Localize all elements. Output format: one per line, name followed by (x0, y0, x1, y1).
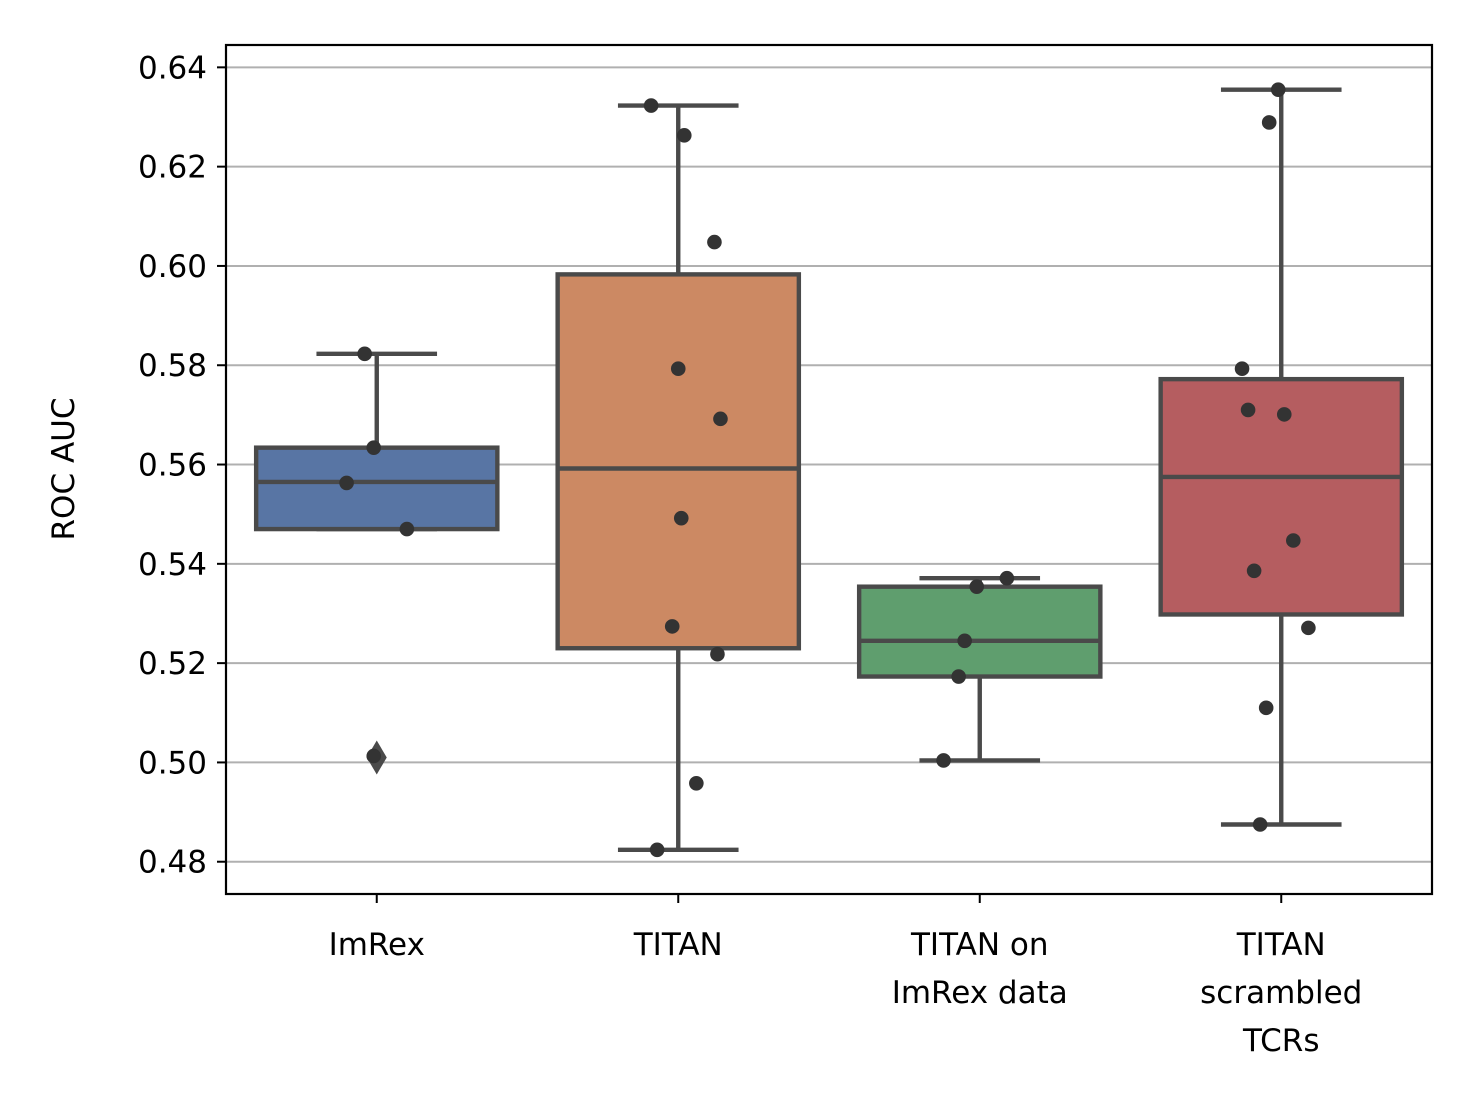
data-point (1276, 407, 1292, 422)
iqr-box (253, 445, 500, 532)
data-point (643, 98, 659, 113)
axis-ticks: 0.48 0.50 0.52 0.54 0.56 0.58 0.60 0.62 0.64 ImRe… (138, 50, 1362, 1059)
y-axis-label: ROC AUC (46, 398, 82, 541)
data-point (1252, 817, 1268, 832)
data-point (366, 440, 382, 455)
data-point (1301, 620, 1316, 636)
data-point (357, 346, 372, 362)
data-point (1261, 115, 1277, 130)
data-point (664, 619, 680, 634)
data-point (366, 748, 382, 764)
iqr-box (555, 272, 802, 651)
data-point (951, 669, 966, 684)
data-point (1270, 82, 1286, 97)
x-tick-label: ImRex data (892, 975, 1068, 1011)
data-point (1258, 700, 1274, 716)
data-point (707, 234, 722, 250)
data-point (710, 646, 725, 662)
data-point (670, 361, 686, 377)
x-tick-label: TITAN (633, 927, 723, 963)
data-point (689, 775, 704, 791)
x-tick-label: TITAN on (910, 927, 1048, 963)
x-tick-label: ImRex (329, 927, 425, 963)
data-point (399, 521, 415, 537)
data-point (969, 579, 985, 594)
x-tick-label: TCRs (1242, 1023, 1319, 1059)
data-point (1240, 402, 1256, 418)
data-point (673, 510, 689, 526)
y-tick-label: 0.52 (138, 646, 207, 682)
data-point (649, 842, 665, 858)
y-tick-label: 0.48 (138, 845, 207, 881)
y-tick-label: 0.60 (138, 249, 207, 285)
data-point (1234, 361, 1250, 377)
data-point (676, 128, 692, 143)
data-points (339, 82, 1316, 858)
y-tick-label: 0.62 (138, 150, 207, 186)
plot-frame (224, 43, 1434, 896)
y-tick-label: 0.54 (138, 547, 207, 583)
data-point (1246, 563, 1262, 579)
data-point (1286, 533, 1301, 548)
y-tick-label: 0.64 (138, 50, 207, 86)
data-point (936, 753, 951, 768)
x-tick-label: TITAN (1236, 927, 1326, 963)
y-tick-label: 0.50 (138, 745, 207, 781)
y-tick-label: 0.58 (138, 348, 207, 384)
data-point (957, 633, 972, 649)
x-tick-label: scrambled (1200, 975, 1362, 1011)
gridlines (226, 66, 1432, 863)
y-tick-label: 0.56 (138, 448, 207, 484)
data-point (999, 570, 1015, 586)
iqr-box (856, 584, 1103, 679)
data-point (713, 411, 728, 427)
data-point (339, 475, 354, 491)
